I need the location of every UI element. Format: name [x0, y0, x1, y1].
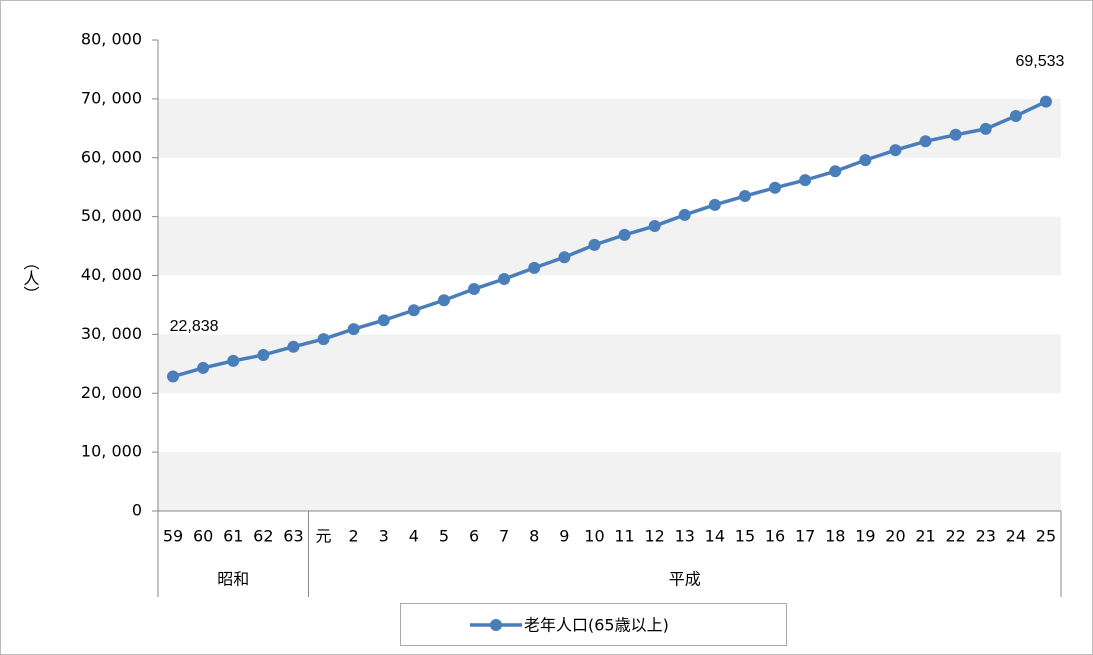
- data-point: [648, 220, 661, 233]
- x-tick-label: 61: [223, 527, 243, 546]
- y-axis-label: （人）: [21, 254, 40, 302]
- data-point: [919, 135, 932, 148]
- group-label: 昭和: [217, 570, 249, 589]
- y-tick-label: 40, 000: [81, 265, 142, 284]
- data-point: [1039, 95, 1052, 108]
- y-tick-label: 20, 000: [81, 383, 142, 402]
- x-tick-label: 24: [1006, 527, 1026, 546]
- x-tick-label: 20: [885, 527, 905, 546]
- data-point: [1009, 109, 1022, 122]
- x-tick-label: 7: [499, 527, 509, 546]
- data-point: [437, 294, 450, 307]
- x-tick-label: 23: [976, 527, 996, 546]
- x-tick-label: 5: [439, 527, 449, 546]
- x-tick-label: 元: [316, 527, 332, 546]
- x-tick-label: 3: [379, 527, 389, 546]
- data-point: [769, 181, 782, 194]
- data-point: [528, 261, 541, 274]
- data-point: [949, 128, 962, 141]
- legend-marker: [490, 619, 502, 631]
- y-tick-label: 80, 000: [81, 30, 142, 49]
- x-tick-label: 10: [584, 527, 604, 546]
- data-point: [979, 122, 992, 135]
- data-point: [799, 174, 812, 187]
- x-tick-label: 25: [1036, 527, 1056, 546]
- data-point: [377, 314, 390, 327]
- data-point: [889, 144, 902, 157]
- x-tick-label: 18: [825, 527, 845, 546]
- x-tick-label: 62: [253, 527, 273, 546]
- x-tick-label: 19: [855, 527, 875, 546]
- data-label: 22,838: [170, 318, 219, 335]
- data-point: [618, 228, 631, 241]
- x-tick-label: 8: [529, 527, 539, 546]
- x-tick-label: 60: [193, 527, 213, 546]
- data-point: [407, 304, 420, 317]
- data-point: [257, 348, 270, 361]
- x-tick-label: 6: [469, 527, 479, 546]
- data-point: [498, 273, 511, 286]
- y-tick-label: 10, 000: [81, 442, 142, 461]
- x-tick-label: 4: [409, 527, 419, 546]
- x-tick-label: 12: [644, 527, 664, 546]
- data-point: [317, 333, 330, 346]
- x-tick-label: 17: [795, 527, 815, 546]
- y-tick-label: 70, 000: [81, 88, 142, 107]
- x-tick-label: 2: [349, 527, 359, 546]
- x-tick-label: 15: [735, 527, 755, 546]
- data-point: [347, 323, 360, 336]
- data-point: [227, 354, 240, 367]
- data-point: [738, 190, 751, 203]
- x-tick-label: 14: [705, 527, 725, 546]
- data-point: [197, 361, 210, 374]
- x-tick-label: 11: [614, 527, 634, 546]
- x-tick-label: 9: [559, 527, 569, 546]
- x-tick-label: 63: [283, 527, 303, 546]
- grid-band: [158, 98, 1061, 158]
- legend-label: 老年人口(65歳以上): [524, 616, 669, 635]
- data-point: [708, 198, 721, 211]
- data-point: [468, 283, 481, 296]
- group-label: 平成: [669, 570, 701, 589]
- data-point: [829, 165, 842, 178]
- data-point: [859, 154, 872, 167]
- grid-band: [158, 452, 1061, 511]
- data-point: [167, 370, 180, 383]
- x-tick-label: 22: [945, 527, 965, 546]
- data-point: [558, 251, 571, 264]
- x-tick-label: 13: [675, 527, 695, 546]
- x-tick-label: 59: [163, 527, 183, 546]
- y-tick-label: 60, 000: [81, 147, 142, 166]
- data-point: [287, 340, 300, 353]
- legend-box: [400, 603, 787, 646]
- data-label: 69,533: [1015, 53, 1064, 70]
- y-tick-label: 0: [132, 501, 142, 520]
- y-tick-label: 50, 000: [81, 206, 142, 225]
- x-tick-label: 16: [765, 527, 785, 546]
- data-point: [678, 208, 691, 221]
- grid-band: [158, 216, 1061, 276]
- data-point: [588, 238, 601, 251]
- x-tick-label: 21: [915, 527, 935, 546]
- y-tick-label: 30, 000: [81, 324, 142, 343]
